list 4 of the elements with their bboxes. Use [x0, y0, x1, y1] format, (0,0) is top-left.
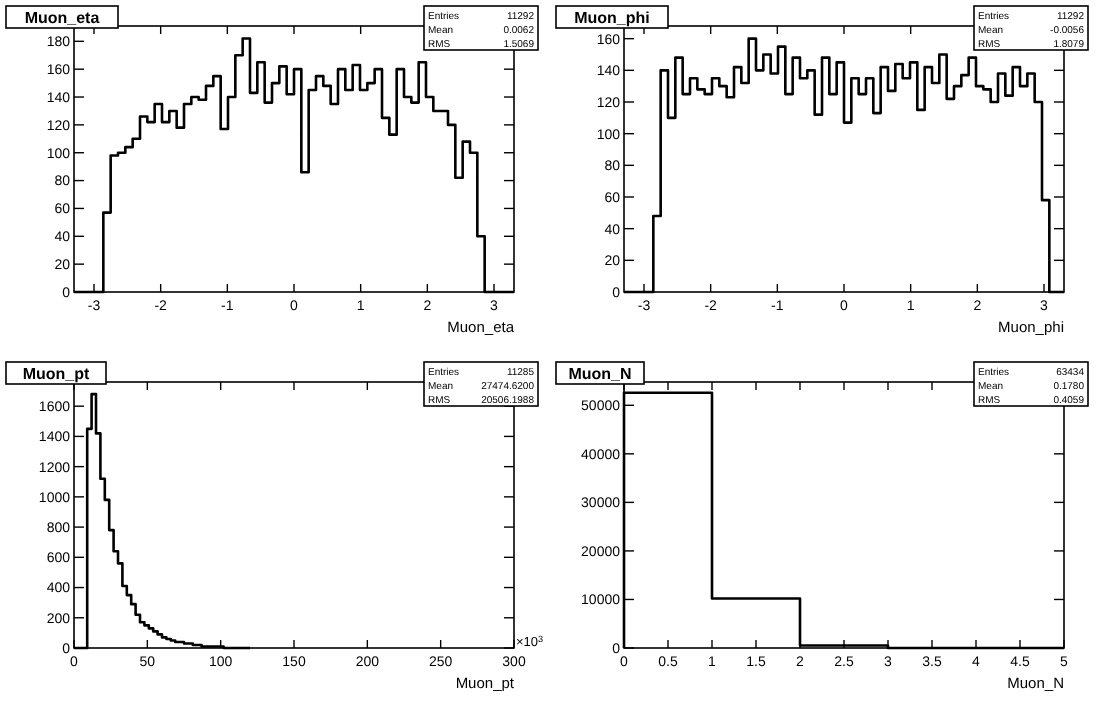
chart-title: Muon_pt	[22, 365, 90, 383]
chart-title: Muon_phi	[574, 9, 650, 27]
chart-title: Muon_N	[568, 365, 632, 383]
chart-title: Muon_eta	[24, 9, 101, 27]
